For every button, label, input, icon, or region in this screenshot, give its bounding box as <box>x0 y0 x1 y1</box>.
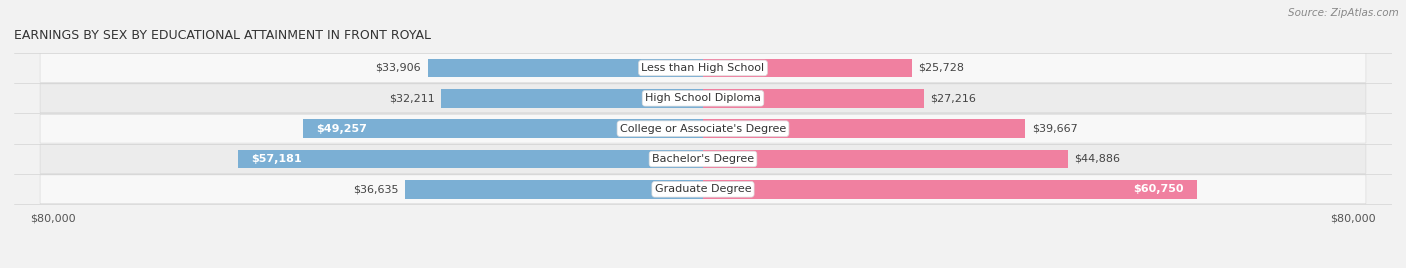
Text: $60,750: $60,750 <box>1133 184 1184 194</box>
Bar <box>703 58 912 77</box>
Bar <box>703 89 924 108</box>
Text: $44,886: $44,886 <box>1074 154 1121 164</box>
Bar <box>703 150 1067 168</box>
Text: $27,216: $27,216 <box>931 93 977 103</box>
Text: $33,906: $33,906 <box>375 63 420 73</box>
Text: High School Diploma: High School Diploma <box>645 93 761 103</box>
Bar <box>405 180 703 199</box>
FancyBboxPatch shape <box>39 144 1367 173</box>
Bar <box>427 58 703 77</box>
Text: Bachelor's Degree: Bachelor's Degree <box>652 154 754 164</box>
Text: $36,635: $36,635 <box>353 184 399 194</box>
Text: EARNINGS BY SEX BY EDUCATIONAL ATTAINMENT IN FRONT ROYAL: EARNINGS BY SEX BY EDUCATIONAL ATTAINMEN… <box>14 29 432 42</box>
Bar <box>239 150 703 168</box>
Text: $25,728: $25,728 <box>918 63 965 73</box>
FancyBboxPatch shape <box>39 84 1367 113</box>
FancyBboxPatch shape <box>39 114 1367 143</box>
Text: Source: ZipAtlas.com: Source: ZipAtlas.com <box>1288 8 1399 18</box>
Text: Less than High School: Less than High School <box>641 63 765 73</box>
Text: $39,667: $39,667 <box>1032 124 1077 134</box>
Text: $49,257: $49,257 <box>316 124 367 134</box>
Text: College or Associate's Degree: College or Associate's Degree <box>620 124 786 134</box>
Text: $57,181: $57,181 <box>252 154 302 164</box>
FancyBboxPatch shape <box>39 175 1367 204</box>
Bar <box>441 89 703 108</box>
Text: Graduate Degree: Graduate Degree <box>655 184 751 194</box>
Text: $32,211: $32,211 <box>389 93 434 103</box>
Bar <box>703 180 1197 199</box>
FancyBboxPatch shape <box>39 54 1367 82</box>
Bar <box>703 119 1025 138</box>
Bar <box>302 119 703 138</box>
